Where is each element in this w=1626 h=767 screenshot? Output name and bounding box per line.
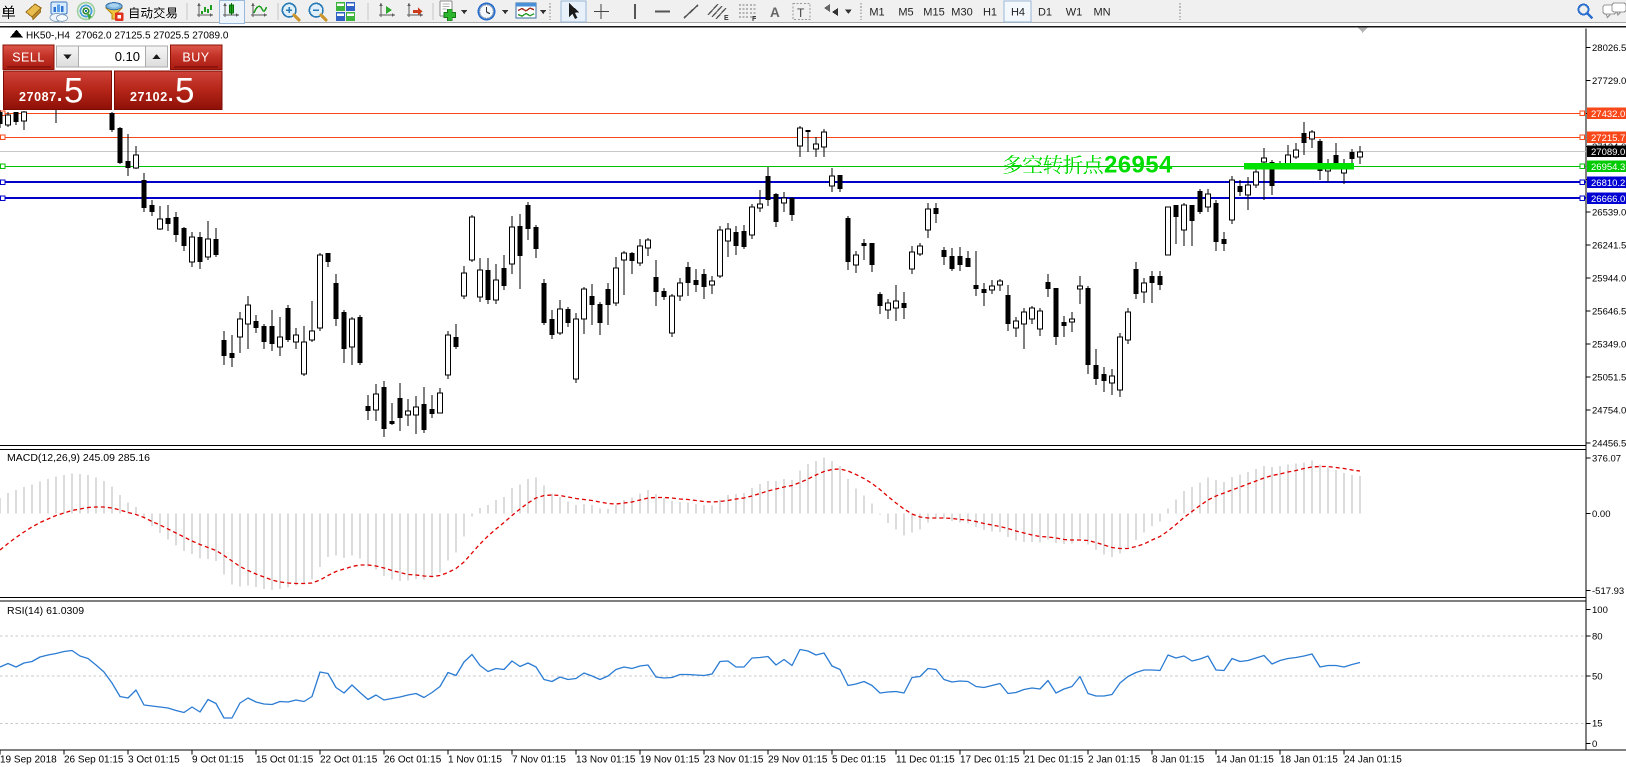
svg-text:SELL: SELL bbox=[12, 51, 45, 65]
svg-text:BUY: BUY bbox=[182, 51, 209, 65]
svg-text:22 Oct 01:15: 22 Oct 01:15 bbox=[320, 755, 378, 766]
svg-text:27102: 27102 bbox=[130, 90, 168, 104]
svg-text:M30: M30 bbox=[951, 7, 972, 19]
svg-text:HK50-,H4 27062.0 27125.5 2702: HK50-,H4 27062.0 27125.5 27025.5 27089.0 bbox=[26, 31, 229, 42]
svg-text:27087: 27087 bbox=[19, 90, 57, 104]
svg-text:50: 50 bbox=[1592, 672, 1603, 683]
svg-text:15: 15 bbox=[1592, 719, 1603, 730]
svg-text:E: E bbox=[724, 15, 729, 22]
svg-text:8 Jan 01:15: 8 Jan 01:15 bbox=[1152, 755, 1205, 766]
svg-text:26810.2: 26810.2 bbox=[1591, 178, 1625, 189]
svg-text:26954.3: 26954.3 bbox=[1591, 162, 1625, 173]
svg-text:0.10: 0.10 bbox=[115, 49, 140, 64]
svg-text:28026.5: 28026.5 bbox=[1592, 43, 1626, 54]
svg-text:M5: M5 bbox=[898, 7, 913, 19]
svg-text:26 Oct 01:15: 26 Oct 01:15 bbox=[384, 755, 442, 766]
svg-text:17 Dec 01:15: 17 Dec 01:15 bbox=[960, 755, 1020, 766]
svg-text:26666.0: 26666.0 bbox=[1591, 194, 1625, 205]
svg-text:24 Jan 01:15: 24 Jan 01:15 bbox=[1344, 755, 1402, 766]
svg-text:RSI(14) 61.0309: RSI(14) 61.0309 bbox=[7, 605, 84, 617]
svg-text:23 Nov 01:15: 23 Nov 01:15 bbox=[704, 755, 764, 766]
svg-text:26241.5: 26241.5 bbox=[1592, 241, 1626, 252]
svg-text:MACD(12,26,9) 245.09 285.16: MACD(12,26,9) 245.09 285.16 bbox=[7, 452, 150, 464]
svg-text:5: 5 bbox=[175, 72, 194, 111]
svg-text:24754.0: 24754.0 bbox=[1592, 406, 1626, 417]
svg-text:27432.0: 27432.0 bbox=[1591, 109, 1625, 120]
svg-text:14 Jan 01:15: 14 Jan 01:15 bbox=[1216, 755, 1274, 766]
svg-text:100: 100 bbox=[1592, 605, 1608, 616]
svg-text:T: T bbox=[797, 6, 805, 20]
svg-text:27089.0: 27089.0 bbox=[1591, 147, 1625, 158]
svg-text:29 Nov 01:15: 29 Nov 01:15 bbox=[768, 755, 828, 766]
svg-text:15 Oct 01:15: 15 Oct 01:15 bbox=[256, 755, 314, 766]
svg-text:13 Nov 01:15: 13 Nov 01:15 bbox=[576, 755, 636, 766]
svg-text:.: . bbox=[57, 85, 62, 106]
svg-text:H1: H1 bbox=[983, 7, 997, 19]
svg-text:F: F bbox=[752, 16, 757, 23]
svg-text:2 Jan 01:15: 2 Jan 01:15 bbox=[1088, 755, 1141, 766]
svg-text:A: A bbox=[770, 5, 780, 20]
svg-text:9 Oct 01:15: 9 Oct 01:15 bbox=[192, 755, 244, 766]
svg-text:26954: 26954 bbox=[1104, 152, 1173, 179]
svg-text:24456.5: 24456.5 bbox=[1592, 439, 1626, 450]
svg-text:18 Jan 01:15: 18 Jan 01:15 bbox=[1280, 755, 1338, 766]
svg-text:5: 5 bbox=[64, 72, 83, 111]
svg-text:25646.5: 25646.5 bbox=[1592, 307, 1626, 318]
svg-text:5 Dec 01:15: 5 Dec 01:15 bbox=[832, 755, 886, 766]
svg-text:-517.93: -517.93 bbox=[1592, 586, 1624, 597]
svg-text:M1: M1 bbox=[869, 7, 884, 19]
svg-text:376.07: 376.07 bbox=[1592, 454, 1621, 465]
svg-text:27215.7: 27215.7 bbox=[1591, 133, 1625, 144]
svg-text:0.00: 0.00 bbox=[1592, 509, 1611, 520]
svg-text:26 Sep 01:15: 26 Sep 01:15 bbox=[64, 755, 124, 766]
svg-text:27729.0: 27729.0 bbox=[1592, 76, 1626, 87]
svg-text:.: . bbox=[168, 85, 173, 106]
svg-text:25349.0: 25349.0 bbox=[1592, 340, 1626, 351]
svg-text:H4: H4 bbox=[1011, 7, 1025, 19]
svg-text:21 Dec 01:15: 21 Dec 01:15 bbox=[1024, 755, 1084, 766]
svg-text:80: 80 bbox=[1592, 632, 1603, 643]
svg-text:3 Oct 01:15: 3 Oct 01:15 bbox=[128, 755, 180, 766]
svg-text:19 Sep 2018: 19 Sep 2018 bbox=[0, 755, 57, 766]
svg-text:19 Nov 01:15: 19 Nov 01:15 bbox=[640, 755, 700, 766]
svg-text:7 Nov 01:15: 7 Nov 01:15 bbox=[512, 755, 566, 766]
svg-text:11 Dec 01:15: 11 Dec 01:15 bbox=[896, 755, 955, 766]
svg-text:26539.0: 26539.0 bbox=[1592, 208, 1626, 219]
svg-text:M15: M15 bbox=[923, 7, 944, 19]
svg-text:W1: W1 bbox=[1066, 7, 1083, 19]
svg-text:0: 0 bbox=[1592, 739, 1597, 750]
svg-text:D1: D1 bbox=[1038, 7, 1052, 19]
svg-text:25944.0: 25944.0 bbox=[1592, 274, 1626, 285]
svg-text:25051.5: 25051.5 bbox=[1592, 373, 1626, 384]
svg-text:1 Nov 01:15: 1 Nov 01:15 bbox=[448, 755, 502, 766]
svg-text:MN: MN bbox=[1093, 7, 1110, 19]
